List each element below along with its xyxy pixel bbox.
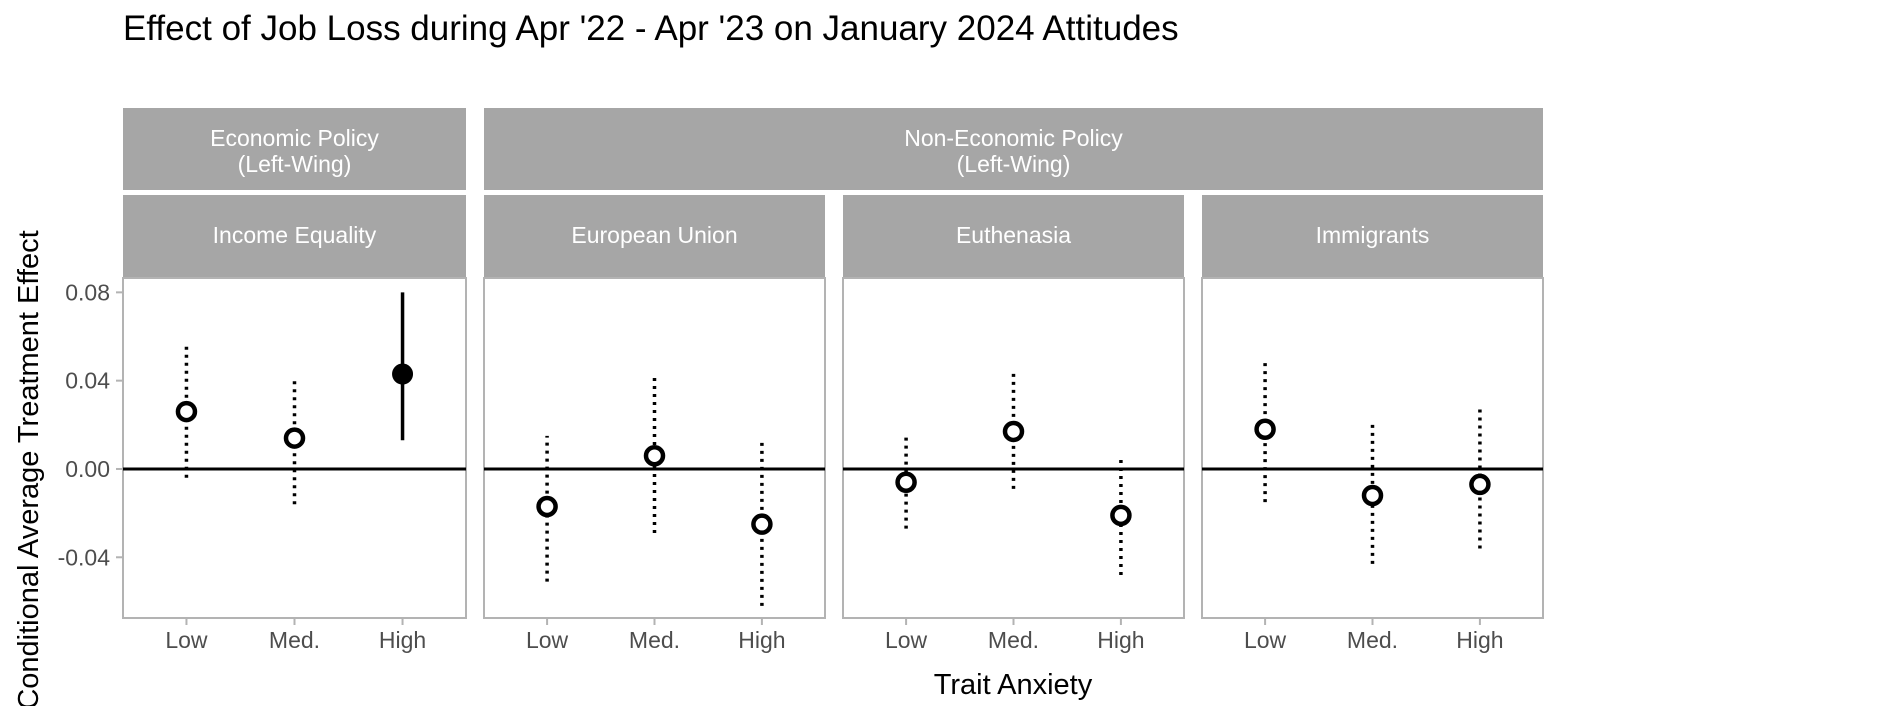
point-estimate [536, 495, 558, 518]
y-axis: 0.08 0.04 0.00 -0.04 [58, 279, 123, 570]
group-strip-sublabel: (Left-Wing) [957, 151, 1071, 177]
chart-title: Effect of Job Loss during Apr '22 - Apr … [123, 9, 1179, 48]
y-tick-label: 0.08 [65, 279, 110, 305]
x-tick-label: Med. [269, 627, 320, 653]
group-strip: Non-Economic Policy(Left-Wing) [484, 108, 1543, 190]
x-tick-label: Low [526, 627, 569, 653]
point-estimate [895, 471, 917, 493]
panel-strip-label: Income Equality [213, 222, 377, 248]
x-tick-label: High [1456, 627, 1503, 653]
panel-strip-background [484, 195, 825, 278]
panel-border [1201, 277, 1544, 619]
y-axis-title: Conditional Average Treatment Effect [13, 230, 45, 706]
x-axis-title: Trait Anxiety [934, 669, 1093, 701]
group-strip-label: Economic Policy [210, 125, 379, 151]
group-strip-label: Non-Economic Policy [904, 125, 1123, 151]
y-tick-label: 0.04 [65, 368, 110, 394]
x-tick-label: Low [885, 627, 928, 653]
x-tick-label: Low [1244, 627, 1287, 653]
facet-panel-income-equality: Income Equality [122, 195, 467, 619]
x-axis: Low Med. High Low Med. High Low Med. High Low Med.… [165, 618, 1504, 653]
y-tick-label: 0.00 [65, 456, 110, 482]
panel-strip-label: Immigrants [1316, 222, 1430, 248]
point-estimate [1469, 473, 1491, 496]
x-tick-label: High [1097, 627, 1144, 653]
panel-strip-label: Euthenasia [956, 222, 1071, 248]
panel-strip-background [843, 195, 1184, 278]
x-tick-label: Med. [629, 627, 680, 653]
facet-panel-european-union: European Union [483, 195, 826, 619]
point-estimate [175, 400, 198, 423]
group-strip-sublabel: (Left-Wing) [238, 151, 352, 177]
point-estimate [1002, 420, 1025, 443]
group-strip-background [484, 108, 1543, 190]
panel-strip-background [123, 195, 466, 278]
point-estimate [392, 363, 414, 385]
point-estimate [643, 444, 666, 467]
group-strip-background [123, 108, 466, 190]
facet-panel-euthenasia: Euthenasia [842, 195, 1185, 619]
x-tick-label: Med. [988, 627, 1039, 653]
facet-strips: Economic Policy(Left-Wing)Non-Economic P… [123, 108, 1543, 190]
y-tick-label: -0.04 [58, 544, 111, 570]
x-tick-label: High [738, 627, 785, 653]
point-estimate [283, 427, 306, 449]
panel-border [122, 277, 467, 619]
point-estimate [1110, 504, 1132, 527]
facet-panels: Income Equality European Union Euthenasia I… [122, 195, 1544, 619]
x-tick-label: Med. [1347, 627, 1398, 653]
group-strip: Economic Policy(Left-Wing) [123, 108, 466, 190]
x-tick-label: High [379, 627, 426, 653]
point-estimate [1254, 418, 1276, 440]
point-estimate [1361, 484, 1384, 507]
point-estimate [751, 513, 773, 535]
panel-strip-label: European Union [571, 222, 737, 248]
panel-strip-background [1202, 195, 1543, 278]
facet-panel-immigrants: Immigrants [1201, 195, 1544, 619]
x-tick-label: Low [165, 627, 208, 653]
